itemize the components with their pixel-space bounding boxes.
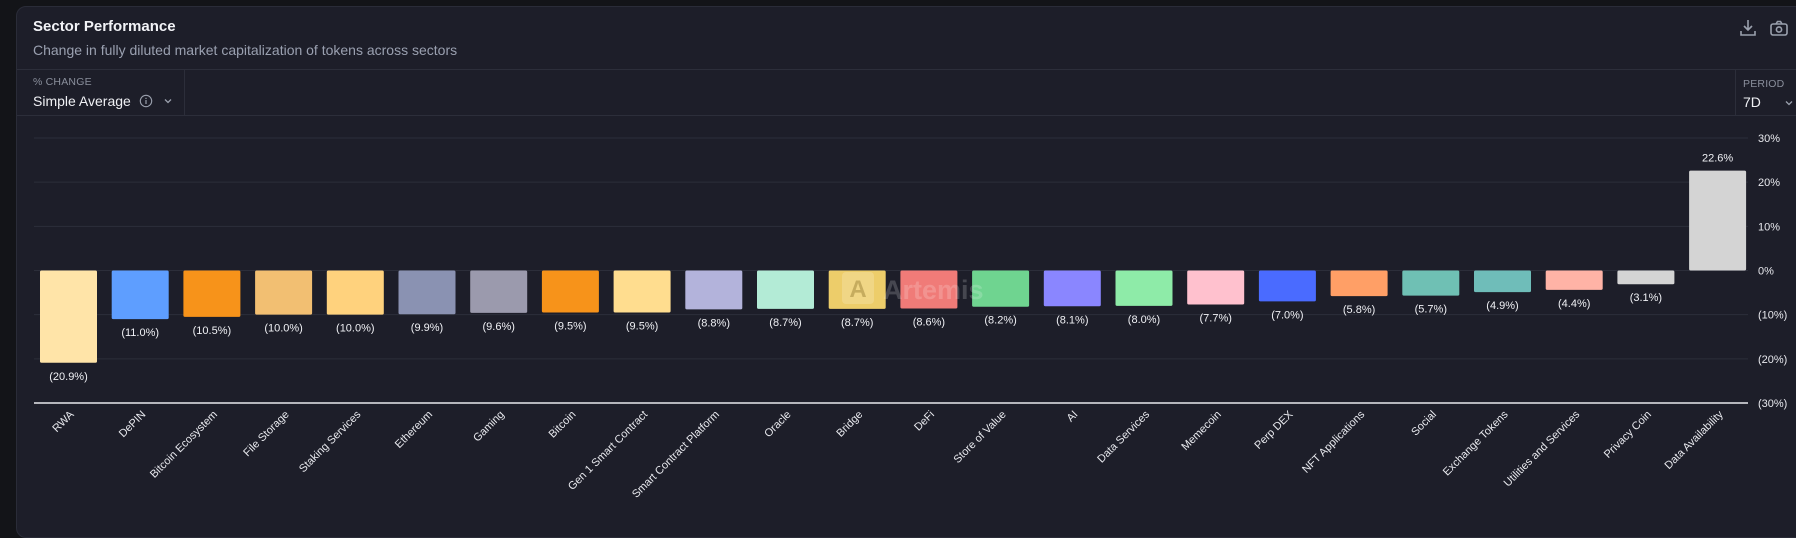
bar[interactable] bbox=[1258, 270, 1316, 302]
divider bbox=[17, 115, 1796, 116]
chart-title: Sector Performance bbox=[33, 18, 176, 35]
bar[interactable] bbox=[255, 270, 313, 315]
bar[interactable] bbox=[613, 270, 671, 313]
camera-icon[interactable] bbox=[1769, 18, 1789, 43]
x-tick-label: Store of Value bbox=[952, 409, 1009, 466]
data-label: (8.2%) bbox=[984, 315, 1016, 327]
data-label: (4.4%) bbox=[1558, 298, 1590, 310]
bar-chart: 30% 20% 10% 0% (10%) (20%) (30%) (20.9%) RWA (11… bbox=[34, 133, 1787, 501]
bar[interactable] bbox=[1187, 270, 1245, 305]
change-mode-label: % CHANGE bbox=[33, 76, 92, 88]
x-tick-label: Gaming bbox=[471, 409, 507, 445]
x-tick-label: Gen 1 Smart Contract bbox=[566, 409, 650, 493]
x-tick-label: DeFi bbox=[912, 409, 937, 434]
data-label: (9.5%) bbox=[554, 320, 586, 332]
x-tick-label: Data Services bbox=[1095, 408, 1152, 465]
data-label: (3.1%) bbox=[1630, 292, 1662, 304]
x-tick-label: AI bbox=[1065, 409, 1081, 425]
y-tick-label: 30% bbox=[1758, 133, 1780, 145]
data-label: (5.8%) bbox=[1343, 304, 1375, 316]
data-label: (11.0%) bbox=[121, 327, 159, 339]
bar[interactable] bbox=[1330, 270, 1388, 297]
data-label: (4.9%) bbox=[1486, 300, 1518, 312]
bar[interactable] bbox=[40, 270, 97, 363]
data-label: (9.6%) bbox=[482, 321, 514, 333]
download-icon[interactable] bbox=[1738, 18, 1758, 43]
bar[interactable] bbox=[972, 270, 1030, 307]
data-label: (8.0%) bbox=[1128, 314, 1160, 326]
data-label: (8.6%) bbox=[913, 316, 945, 328]
bar[interactable] bbox=[326, 270, 384, 315]
data-label: (9.5%) bbox=[626, 320, 658, 332]
x-tick-label: DePIN bbox=[117, 409, 148, 440]
change-mode-value: Simple Average bbox=[33, 93, 131, 109]
x-tick-label: Data Availability bbox=[1662, 408, 1726, 472]
x-tick-label: Bitcoin Ecosystem bbox=[148, 409, 220, 481]
bar[interactable] bbox=[1689, 170, 1747, 271]
bar[interactable] bbox=[1402, 270, 1460, 296]
bar[interactable] bbox=[398, 270, 456, 315]
x-tick-label: Oracle bbox=[762, 409, 793, 440]
chevron-down-icon[interactable] bbox=[162, 94, 174, 112]
bar[interactable] bbox=[541, 270, 599, 313]
x-tick-label: Ethereum bbox=[393, 409, 435, 451]
bar[interactable] bbox=[828, 270, 886, 309]
y-tick-label: 20% bbox=[1758, 177, 1780, 189]
bar[interactable] bbox=[1474, 270, 1531, 293]
divider bbox=[17, 69, 1796, 70]
bar[interactable] bbox=[470, 270, 528, 313]
data-label: (8.1%) bbox=[1056, 314, 1088, 326]
data-label: 22.6% bbox=[1702, 153, 1733, 165]
data-label: (10.5%) bbox=[193, 325, 232, 337]
data-label: (9.9%) bbox=[411, 322, 443, 334]
y-tick-label: (20%) bbox=[1758, 354, 1787, 366]
divider bbox=[1735, 69, 1736, 115]
data-label: (10.0%) bbox=[336, 323, 375, 335]
y-tick-label: 0% bbox=[1758, 266, 1774, 278]
x-tick-label: Privacy Coin bbox=[1602, 409, 1654, 461]
bar[interactable] bbox=[183, 270, 241, 317]
chevron-down-icon[interactable] bbox=[1783, 96, 1795, 114]
bar[interactable] bbox=[685, 270, 743, 310]
data-label: (7.7%) bbox=[1199, 313, 1231, 325]
x-tick-label: Bridge bbox=[834, 409, 865, 440]
data-label: (5.7%) bbox=[1415, 304, 1447, 316]
artemis-watermark: A Artemis bbox=[842, 272, 984, 305]
data-label: (7.0%) bbox=[1271, 309, 1303, 321]
data-label: (20.9%) bbox=[49, 371, 88, 383]
period-label: PERIOD bbox=[1743, 78, 1785, 90]
divider bbox=[184, 69, 185, 115]
data-label: (8.7%) bbox=[769, 317, 801, 329]
chart-subtitle: Change in fully diluted market capitaliz… bbox=[33, 42, 458, 58]
x-tick-label: Memecoin bbox=[1179, 409, 1223, 453]
data-label: (8.8%) bbox=[698, 317, 730, 329]
bar[interactable] bbox=[1115, 270, 1173, 306]
data-label: (10.0%) bbox=[264, 323, 303, 335]
x-tick-label: File Storage bbox=[241, 409, 291, 459]
y-tick-label: 10% bbox=[1758, 221, 1780, 233]
bar[interactable] bbox=[1617, 270, 1675, 285]
x-tick-label: Utilities and Services bbox=[1502, 408, 1583, 489]
x-tick-label: Exchange Tokens bbox=[1441, 408, 1511, 478]
y-tick-label: (10%) bbox=[1758, 310, 1787, 322]
data-label: (8.7%) bbox=[841, 317, 873, 329]
y-tick-label: (30%) bbox=[1758, 398, 1787, 410]
x-tick-label: Staking Services bbox=[297, 408, 364, 475]
x-tick-label: RWA bbox=[50, 408, 77, 435]
x-tick-label: Social bbox=[1409, 409, 1439, 439]
bar[interactable] bbox=[900, 270, 958, 309]
x-tick-label: Perp DEX bbox=[1252, 408, 1296, 452]
bar[interactable] bbox=[111, 270, 169, 320]
svg-text:A: A bbox=[849, 276, 866, 303]
watermark-text: Artemis bbox=[883, 275, 984, 305]
bar[interactable] bbox=[757, 270, 814, 309]
bar[interactable] bbox=[1043, 270, 1101, 307]
bar[interactable] bbox=[1545, 270, 1603, 290]
x-tick-label: Bitcoin bbox=[547, 409, 579, 441]
period-value: 7D bbox=[1743, 94, 1761, 110]
info-icon[interactable] bbox=[139, 94, 153, 113]
x-tick-label: NFT Applications bbox=[1300, 408, 1367, 475]
